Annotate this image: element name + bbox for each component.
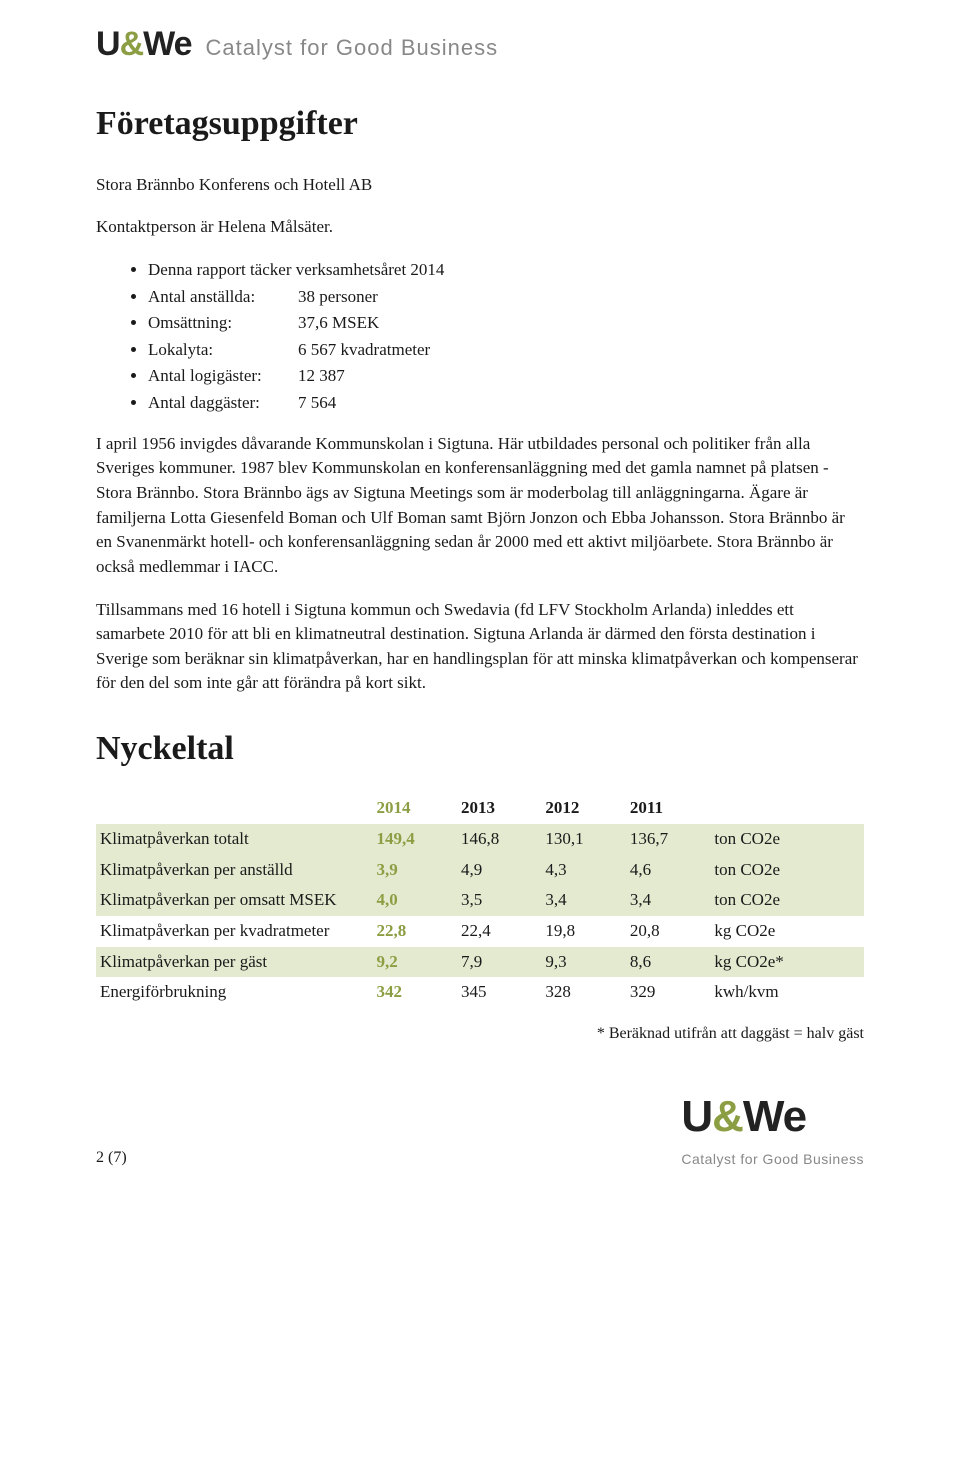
fact-label: Lokalyta: — [148, 338, 298, 363]
contact-line: Kontaktperson är Helena Målsäter. — [96, 215, 864, 240]
fact-label: Omsättning: — [148, 311, 298, 336]
fact-label: Antal logigäster: — [148, 364, 298, 389]
table-cell: 328 — [541, 977, 625, 1008]
table-row: Klimatpåverkan per anställd3,94,94,34,6t… — [96, 855, 864, 886]
table-cell: Klimatpåverkan per anställd — [96, 855, 372, 886]
brand-name-right: We — [143, 25, 191, 63]
table-cell: Klimatpåverkan per omsatt MSEK — [96, 885, 372, 916]
body-paragraph-1: I april 1956 invigdes dåvarande Kommunsk… — [96, 432, 864, 580]
table-cell: 8,6 — [626, 947, 710, 978]
fact-label: Antal daggäster: — [148, 391, 298, 416]
table-cell: 9,3 — [541, 947, 625, 978]
table-cell: 19,8 — [541, 916, 625, 947]
table-cell: 342 — [372, 977, 456, 1008]
table-cell: 4,3 — [541, 855, 625, 886]
brand-logo: U&We — [96, 20, 192, 69]
table-header: 2012 — [541, 793, 625, 824]
table-cell: 3,5 — [457, 885, 541, 916]
table-cell: 3,4 — [541, 885, 625, 916]
table-cell: 130,1 — [541, 824, 625, 855]
footer-brand-tagline: Catalyst for Good Business — [681, 1149, 864, 1169]
fact-value: 37,6 MSEK — [298, 313, 379, 332]
table-cell: Klimatpåverkan totalt — [96, 824, 372, 855]
table-cell: kg CO2e — [710, 916, 864, 947]
table-row: Energiförbrukning342345328329kwh/kvm — [96, 977, 864, 1008]
table-header: 2013 — [457, 793, 541, 824]
table-cell: ton CO2e — [710, 885, 864, 916]
table-row: Klimatpåverkan totalt149,4146,8130,1136,… — [96, 824, 864, 855]
fact-label: Antal anställda: — [148, 285, 298, 310]
table-cell: 4,6 — [626, 855, 710, 886]
table-cell: 22,8 — [372, 916, 456, 947]
footer-brand: U&We Catalyst for Good Business — [681, 1085, 864, 1169]
table-row: Klimatpåverkan per omsatt MSEK4,03,53,43… — [96, 885, 864, 916]
table-cell: 136,7 — [626, 824, 710, 855]
facts-list-item: Lokalyta:6 567 kvadratmeter — [148, 338, 864, 363]
facts-list-item: Omsättning:37,6 MSEK — [148, 311, 864, 336]
table-cell: 9,2 — [372, 947, 456, 978]
table-cell: 345 — [457, 977, 541, 1008]
heading-nyckeltal: Nyckeltal — [96, 724, 864, 773]
facts-list-item: Antal logigäster:12 387 — [148, 364, 864, 389]
footer-brand-logo: U&We — [681, 1092, 806, 1141]
fact-value: 12 387 — [298, 366, 345, 385]
brand-amp: & — [120, 25, 144, 63]
brand-tagline: Catalyst for Good Business — [206, 32, 499, 64]
page-number: 2 (7) — [96, 1146, 127, 1169]
facts-list-item: Denna rapport täcker verksamhetsåret 201… — [148, 258, 864, 283]
nyckeltal-table: 2014201320122011Klimatpåverkan totalt149… — [96, 793, 864, 1007]
table-cell: 7,9 — [457, 947, 541, 978]
table-cell: 20,8 — [626, 916, 710, 947]
table-row: Klimatpåverkan per kvadratmeter22,822,41… — [96, 916, 864, 947]
table-cell: 4,9 — [457, 855, 541, 886]
page-footer: 2 (7) U&We Catalyst for Good Business — [96, 1085, 864, 1169]
facts-list: Denna rapport täcker verksamhetsåret 201… — [96, 258, 864, 416]
table-cell: kwh/kvm — [710, 977, 864, 1008]
table-cell: 329 — [626, 977, 710, 1008]
table-footnote: * Beräknad utifrån att daggäst = halv gä… — [96, 1022, 864, 1045]
brand-name-left: U — [96, 25, 120, 63]
company-name: Stora Brännbo Konferens och Hotell AB — [96, 173, 864, 198]
body-paragraph-2: Tillsammans med 16 hotell i Sigtuna komm… — [96, 598, 864, 697]
table-cell: Klimatpåverkan per kvadratmeter — [96, 916, 372, 947]
table-cell: 146,8 — [457, 824, 541, 855]
table-cell: Energiförbrukning — [96, 977, 372, 1008]
table-cell: 4,0 — [372, 885, 456, 916]
table-row: Klimatpåverkan per gäst9,27,99,38,6kg CO… — [96, 947, 864, 978]
fact-value: 38 personer — [298, 287, 378, 306]
table-cell: ton CO2e — [710, 855, 864, 886]
table-cell: 22,4 — [457, 916, 541, 947]
table-header: 2011 — [626, 793, 710, 824]
table-cell: 3,9 — [372, 855, 456, 886]
table-cell: ton CO2e — [710, 824, 864, 855]
table-header — [96, 793, 372, 824]
fact-value: 7 564 — [298, 393, 336, 412]
table-cell: 3,4 — [626, 885, 710, 916]
facts-list-item: Antal anställda:38 personer — [148, 285, 864, 310]
table-header — [710, 793, 864, 824]
heading-foretagsuppgifter: Företagsuppgifter — [96, 99, 864, 148]
table-header: 2014 — [372, 793, 456, 824]
header-brand: U&We Catalyst for Good Business — [96, 20, 864, 69]
table-cell: Klimatpåverkan per gäst — [96, 947, 372, 978]
table-cell: 149,4 — [372, 824, 456, 855]
table-cell: kg CO2e* — [710, 947, 864, 978]
fact-value: 6 567 kvadratmeter — [298, 340, 430, 359]
facts-list-item: Antal daggäster:7 564 — [148, 391, 864, 416]
